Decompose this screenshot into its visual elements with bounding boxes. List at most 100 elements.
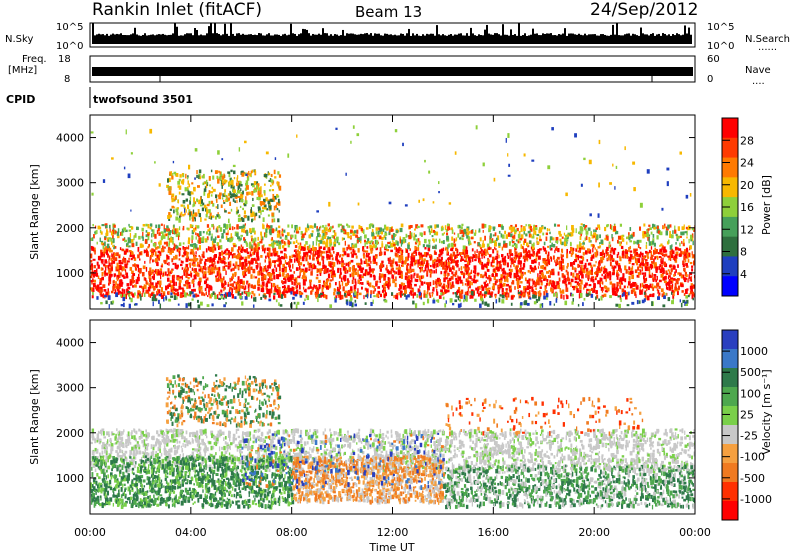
power-cell xyxy=(494,246,496,250)
power-cell xyxy=(126,261,129,266)
power-cell xyxy=(468,240,470,245)
power-cell xyxy=(530,253,533,256)
power-cell xyxy=(436,224,439,228)
power-cell xyxy=(461,223,464,227)
power-cell xyxy=(351,279,354,284)
power-cell xyxy=(595,260,597,264)
power-cell xyxy=(218,266,221,271)
power-cell xyxy=(683,277,687,283)
power-cell xyxy=(118,274,121,278)
power-cell xyxy=(190,224,194,228)
power-cell xyxy=(236,209,239,214)
power-cell xyxy=(279,245,281,250)
power-cell xyxy=(445,228,448,232)
power-cell xyxy=(600,239,604,244)
power-cell xyxy=(386,264,388,270)
power-cell xyxy=(472,278,476,284)
power-cell xyxy=(374,256,378,259)
power-cell xyxy=(652,279,655,282)
power-cell xyxy=(242,273,246,278)
power-cell xyxy=(332,250,335,254)
power-cell xyxy=(628,247,630,252)
power-cell xyxy=(240,286,243,289)
power-cell xyxy=(392,233,395,236)
power-cell xyxy=(611,286,615,290)
power-cell xyxy=(579,271,583,276)
power-cell xyxy=(272,295,276,300)
power-cell xyxy=(176,288,179,292)
power-cell xyxy=(451,254,453,260)
power-cell xyxy=(182,242,185,245)
power-cell xyxy=(222,199,225,202)
power-cell xyxy=(322,259,325,265)
power-cell xyxy=(579,255,583,259)
power-cell xyxy=(329,269,333,273)
power-cell xyxy=(546,271,550,274)
power-cell xyxy=(167,232,169,236)
power-cell xyxy=(525,254,529,258)
power-cell xyxy=(491,238,494,243)
power-cell xyxy=(492,249,495,254)
power-cell xyxy=(440,250,443,256)
power-cell xyxy=(149,249,152,253)
power-cell xyxy=(294,234,297,240)
power-cell xyxy=(204,274,207,278)
power-cell xyxy=(92,223,94,227)
power-cell xyxy=(460,252,463,255)
power-cell xyxy=(570,252,573,257)
power-cell xyxy=(565,243,568,247)
power-cell xyxy=(215,267,219,271)
power-cell xyxy=(176,264,179,268)
power-cell xyxy=(630,234,634,239)
power-cell xyxy=(248,288,250,293)
power-cell xyxy=(168,261,170,266)
power-cell xyxy=(195,232,197,236)
power-cell xyxy=(363,234,367,239)
power-cell xyxy=(683,249,686,252)
power-cell xyxy=(106,230,109,235)
power-cell xyxy=(230,184,233,189)
power-cell xyxy=(278,174,282,178)
power-cell xyxy=(350,259,354,263)
power-cell xyxy=(662,257,664,263)
power-cell xyxy=(432,259,435,264)
power-cell xyxy=(480,261,484,266)
power-cell xyxy=(132,264,136,267)
power-cell xyxy=(523,238,527,243)
power-cell xyxy=(654,256,657,260)
power-cell xyxy=(625,269,628,274)
beam-title: Beam 13 xyxy=(355,3,422,21)
power-cell xyxy=(273,289,277,293)
power-cell xyxy=(275,227,278,232)
power-cell xyxy=(343,229,347,235)
power-cell xyxy=(518,269,521,273)
power-cell xyxy=(581,230,583,235)
power-cell xyxy=(503,291,507,297)
power-cell xyxy=(395,264,399,267)
power-cell xyxy=(187,186,189,190)
power-cell xyxy=(268,172,271,176)
power-cell xyxy=(114,289,117,293)
power-cell xyxy=(449,282,452,286)
power-cell xyxy=(683,251,685,255)
power-cell xyxy=(321,235,324,241)
power-cell xyxy=(589,269,592,273)
power-cell xyxy=(319,234,321,238)
power-cell xyxy=(492,285,495,289)
power-cell xyxy=(451,236,454,241)
power-cell xyxy=(90,263,93,266)
power-cell xyxy=(531,243,533,247)
power-cell xyxy=(336,236,339,241)
power-cell xyxy=(631,283,633,288)
power-cell xyxy=(670,280,673,284)
power-cell xyxy=(433,258,436,262)
power-cell xyxy=(253,275,255,279)
nsky-sample xyxy=(330,34,332,44)
power-cell xyxy=(677,272,680,275)
power-cell xyxy=(315,241,318,246)
power-cell xyxy=(489,226,492,230)
power-cell xyxy=(564,237,568,243)
power-cell xyxy=(593,264,596,267)
nsky-sample xyxy=(654,35,656,44)
nsky-sample xyxy=(180,35,182,44)
